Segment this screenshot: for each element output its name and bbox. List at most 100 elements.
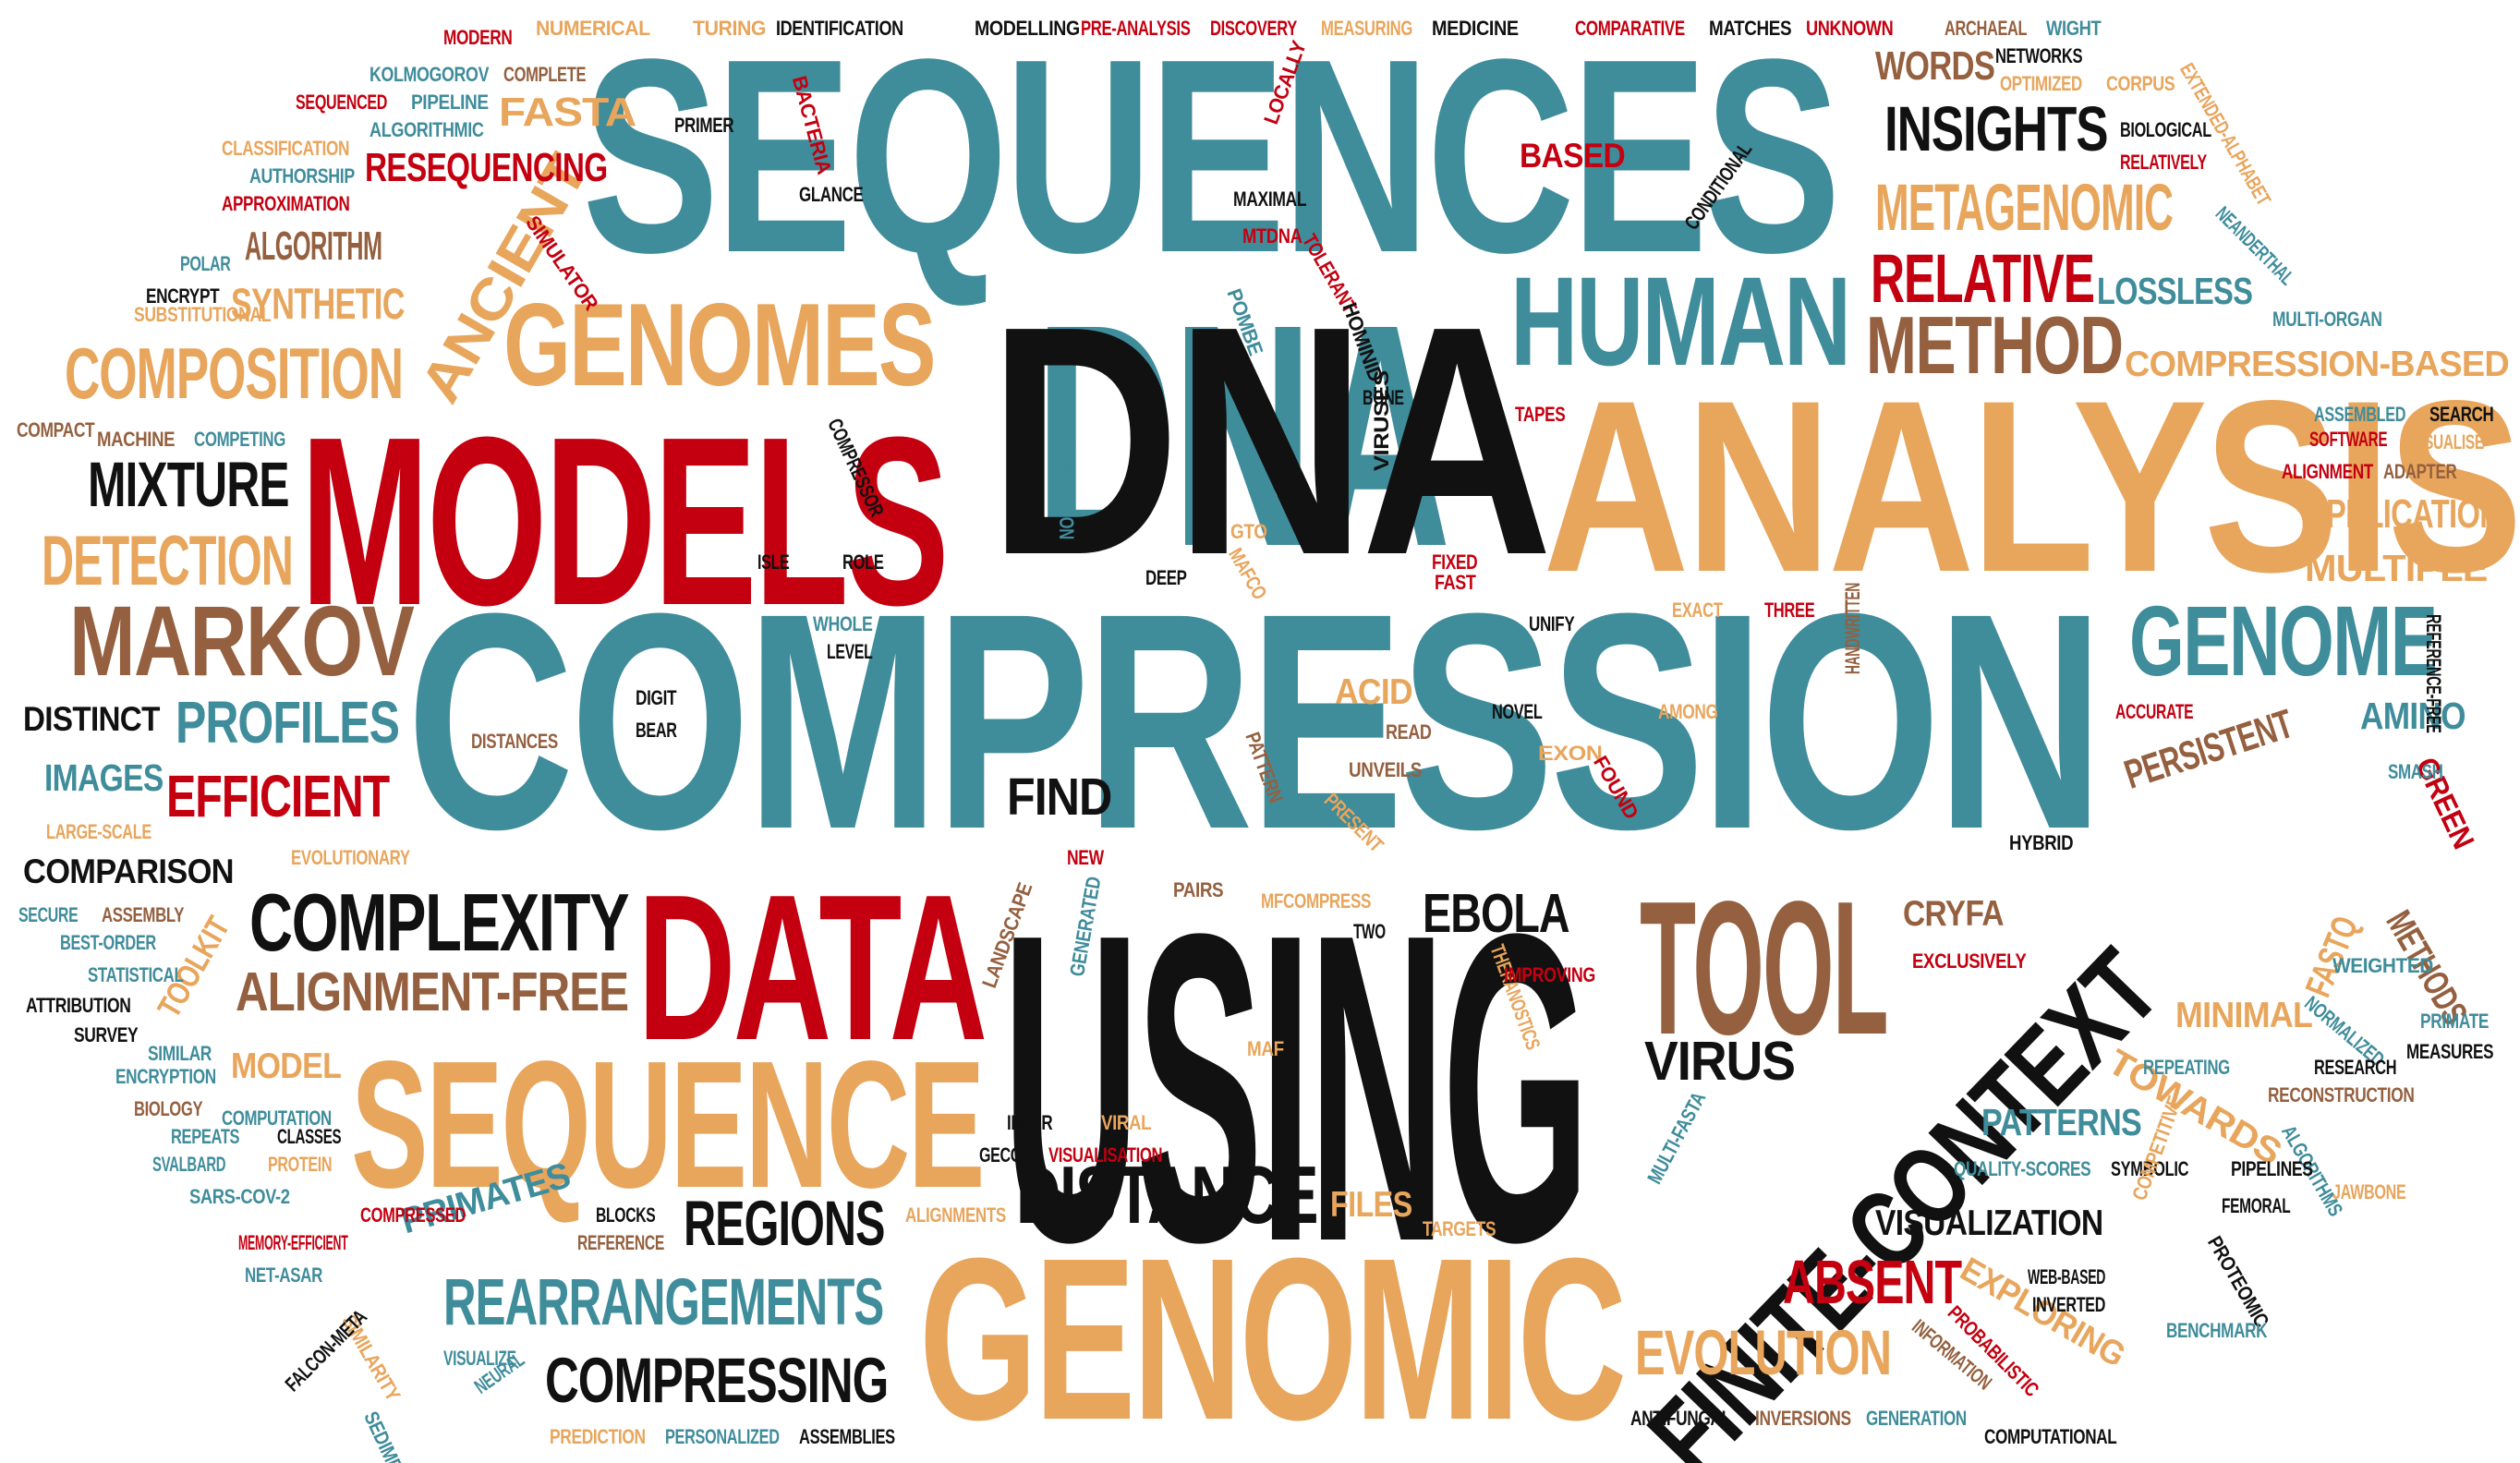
word-markov: MARKOV — [69, 585, 415, 696]
word-unknown: UNKNOWN — [1806, 17, 1894, 40]
word-substitutional: SUBSTITUTIONAL — [134, 303, 272, 326]
word-hybrid: HYBRID — [2009, 831, 2074, 854]
word-composition: COMPOSITION — [65, 332, 404, 414]
word-role: ROLE — [842, 550, 884, 574]
word-blocks: BLOCKS — [596, 1203, 656, 1227]
word-smash: SMASH — [2388, 760, 2443, 783]
word-profiles: PROFILES — [176, 689, 400, 756]
word-biological: BIOLOGICAL — [2120, 118, 2211, 141]
word-distances: DISTANCES — [471, 730, 558, 753]
word-secure: SECURE — [18, 903, 79, 926]
word-dna-teal: DNA — [1035, 258, 1451, 612]
word-corpus: CORPUS — [2106, 72, 2175, 95]
word-matches: MATCHES — [1709, 17, 1792, 40]
word-symbolic: SYMBOLIC — [2111, 1157, 2189, 1180]
word-primer: PRIMER — [674, 114, 734, 137]
word-compression-based: COMPRESSION-BASED — [2125, 345, 2510, 384]
word-targets: TARGETS — [1423, 1217, 1496, 1240]
word-repeating: REPEATING — [2143, 1056, 2230, 1079]
word-exclusively: EXCLUSIVELY — [1912, 949, 2027, 973]
word-software: SOFTWARE — [2309, 428, 2388, 451]
word-fasta: FASTA — [499, 90, 636, 135]
word-inverted: INVERTED — [2032, 1293, 2106, 1316]
word-detection: DETECTION — [42, 522, 294, 600]
word-computation: COMPUTATION — [222, 1106, 332, 1130]
word-synthetic: SYNTHETIC — [231, 279, 405, 328]
word-gto: GTO — [1230, 520, 1267, 543]
word-conversion: CONVERSION — [1055, 439, 1078, 539]
word-infer: INFER — [1007, 1111, 1053, 1134]
word-assembled: ASSEMBLED — [2314, 403, 2406, 426]
word-multiple: MULTIPLE — [2305, 547, 2488, 589]
word-encryption: ENCRYPTION — [115, 1065, 216, 1088]
word-glance: GLANCE — [799, 183, 864, 206]
word-data: DATA — [637, 851, 987, 1083]
word-personalized: PERSONALIZED — [665, 1425, 780, 1448]
word-read: READ — [1386, 720, 1432, 744]
word-measuring: MEASURING — [1321, 17, 1413, 40]
word-analysis: ANALYSIS — [1543, 350, 2520, 623]
word-discovery: DISCOVERY — [1210, 17, 1297, 40]
word-metagenomic: METAGENOMIC — [1875, 172, 2174, 245]
word-visualisation: VISUALISATION — [1048, 1143, 1163, 1167]
word-genomic: GENOMIC — [919, 1210, 1627, 1463]
word-distinct: DISTINCT — [23, 700, 160, 738]
word-tool: TOOL — [1640, 862, 1889, 1074]
word-fast: FAST — [1435, 571, 1476, 594]
word-insights: INSIGHTS — [1884, 93, 2109, 164]
word-kolmogorov: KOLMOGOROV — [370, 63, 490, 86]
word-primate: PRIMATE — [2420, 1010, 2490, 1033]
word-visualize: VISUALIZE — [443, 1347, 516, 1370]
word-turing: TURING — [693, 17, 767, 40]
word-assembly: ASSEMBLY — [102, 903, 185, 926]
word-maximal: MAXIMAL — [1233, 187, 1307, 211]
word-acid: ACID — [1335, 672, 1413, 712]
word-viruses: VIRUSES — [1370, 370, 1393, 471]
word-words: WORDS — [1875, 43, 1995, 89]
word-maf: MAF — [1247, 1037, 1284, 1060]
word-attribution: ATTRIBUTION — [26, 994, 131, 1017]
word-weighted: WEIGHTED — [2332, 954, 2433, 977]
word-sequences: SEQUENCES — [582, 2, 1841, 310]
word-pipeline: PIPELINE — [411, 91, 489, 114]
word-sequenced: SEQUENCED — [296, 91, 388, 114]
word-bone: BONE — [1363, 386, 1404, 409]
word-modern: MODERN — [443, 26, 513, 49]
word-alignment: ALIGNMENT — [2282, 460, 2373, 483]
word-compressing: COMPRESSING — [545, 1345, 889, 1416]
word-inversions: INVERSIONS — [1755, 1407, 1851, 1430]
word-adapter: ADAPTER — [2383, 460, 2457, 483]
word-networks: NETWORKS — [1995, 44, 2083, 67]
word-relative: RELATIVE — [1871, 240, 2095, 317]
word-handwritten: HANDWRITTEN — [1841, 582, 1864, 674]
word-absent: ABSENT — [1783, 1248, 1962, 1317]
word-genomes: GENOMES — [503, 279, 936, 410]
word-measures: MEASURES — [2406, 1040, 2494, 1063]
word-evolutionary: EVOLUTIONARY — [291, 846, 410, 869]
word-alignment-free: ALIGNMENT-FREE — [236, 961, 629, 1022]
word-net-asar: NET-ASAR — [245, 1264, 322, 1287]
word-femoral: FEMORAL — [2222, 1194, 2291, 1217]
word-relatively: RELATIVELY — [2120, 151, 2207, 174]
word-rearrangements: REARRANGEMENTS — [443, 1266, 884, 1339]
word-web-based: WEB-BASED — [2028, 1265, 2106, 1288]
word-algorithmic: ALGORITHMIC — [370, 118, 484, 141]
word-statistical: STATISTICAL — [88, 963, 184, 986]
word-reference: REFERENCE — [577, 1231, 665, 1254]
word-model: MODEL — [231, 1046, 342, 1086]
word-classes: CLASSES — [277, 1125, 342, 1148]
word-resequencing: RESEQUENCING — [365, 145, 608, 190]
word-polar: POLAR — [180, 252, 231, 275]
word-repeats: REPEATS — [171, 1125, 240, 1148]
word-visualise: VISUALISE — [2411, 430, 2484, 453]
word-research: RESEARCH — [2314, 1056, 2397, 1079]
word-models: MODELS — [300, 388, 950, 656]
word-pipelines: PIPELINES — [2231, 1157, 2313, 1180]
word-sars-cov-2: SARS-COV-2 — [189, 1185, 290, 1208]
word-virus: VIRUS — [1644, 1031, 1796, 1092]
word-based: BASED — [1520, 137, 1626, 175]
word-application: APPLICATION — [2305, 491, 2502, 537]
word-compact: COMPACT — [17, 418, 95, 441]
word-approximation: APPROXIMATION — [222, 192, 350, 215]
word-alignments: ALIGNMENTS — [905, 1203, 1006, 1227]
